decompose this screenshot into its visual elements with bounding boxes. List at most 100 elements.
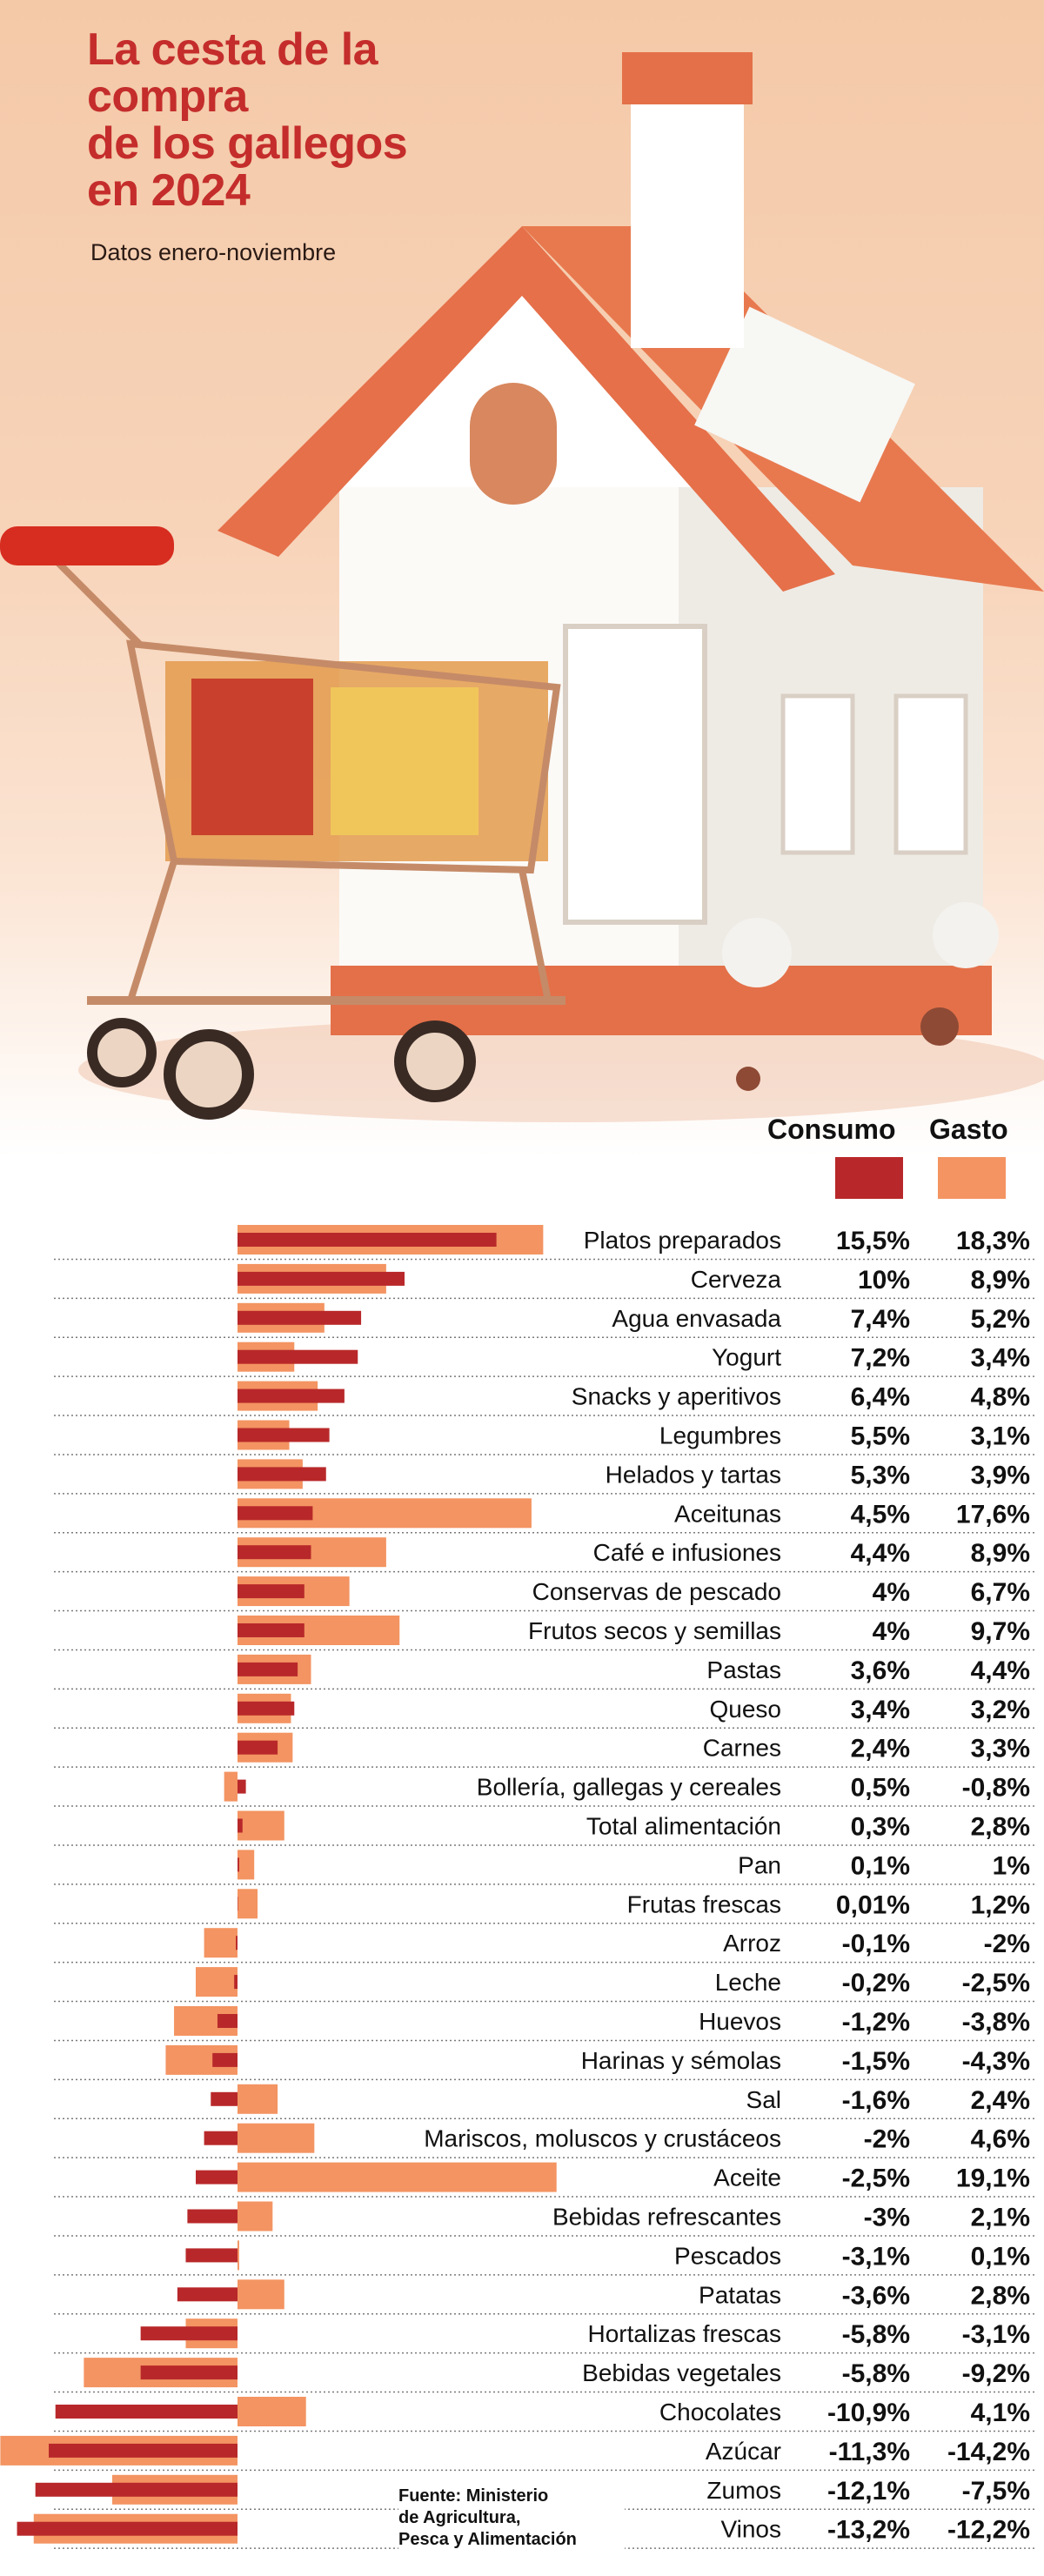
category-label: Frutas frescas <box>627 1890 781 1917</box>
value-label-consumo: 2,4% <box>851 1735 910 1763</box>
category-label: Chocolates <box>659 2399 781 2425</box>
bar-consumo <box>234 1975 238 1990</box>
value-label-gasto: 0,1% <box>971 2242 1030 2271</box>
value-label-gasto: -7,5% <box>962 2477 1030 2506</box>
bar-consumo <box>238 1388 345 1403</box>
value-label-consumo: -1,2% <box>842 2008 910 2037</box>
house-wheel <box>920 1007 959 1046</box>
category-label: Huevos <box>699 2008 781 2035</box>
floor-shadow <box>78 1018 1044 1122</box>
cart-wheel <box>164 1029 254 1120</box>
category-label: Aceite <box>713 2165 781 2191</box>
bar-gasto <box>238 1850 255 1880</box>
bar-consumo <box>35 2482 238 2497</box>
bar-gasto <box>238 2162 557 2192</box>
bar-consumo <box>238 1740 278 1755</box>
value-label-gasto: 18,3% <box>956 1227 1030 1255</box>
category-label: Legumbres <box>659 1422 781 1449</box>
value-label-consumo: -11,3% <box>829 2438 910 2466</box>
value-label-gasto: 1,2% <box>971 1890 1030 1919</box>
house-and-cart-illustration <box>0 52 1044 1122</box>
bar-gasto <box>196 1967 238 1997</box>
value-label-consumo: -5,8% <box>842 2359 910 2388</box>
shrub <box>933 902 999 968</box>
shrub <box>722 918 792 987</box>
bar-consumo <box>217 2014 238 2028</box>
bar-gasto <box>238 2084 278 2114</box>
bar-gasto <box>238 2201 273 2231</box>
value-label-consumo: -0,2% <box>842 1969 910 1997</box>
legend-label-consumo: Consumo <box>767 1114 896 1145</box>
value-label-consumo: -5,8% <box>842 2320 910 2349</box>
value-label-consumo: -13,2% <box>827 2516 910 2545</box>
value-label-consumo: 0,01% <box>836 1890 910 1919</box>
value-label-consumo: 0,1% <box>851 1851 910 1880</box>
value-label-gasto: -3,8% <box>962 2008 1030 2037</box>
value-label-gasto: 2,8% <box>971 2281 1030 2310</box>
bar-consumo <box>238 1506 313 1521</box>
value-label-consumo: 5,3% <box>851 1461 910 1489</box>
value-label-gasto: -12,2% <box>947 2516 1030 2545</box>
bar-consumo <box>238 1349 358 1364</box>
value-label-gasto: 5,2% <box>971 1305 1030 1334</box>
value-label-gasto: -0,8% <box>962 1774 1030 1803</box>
category-label: Frutos secos y semillas <box>528 1617 781 1644</box>
value-label-gasto: 6,7% <box>971 1578 1030 1607</box>
category-label: Zumos <box>706 2477 781 2504</box>
bar-consumo <box>238 1310 362 1325</box>
value-label-gasto: 8,9% <box>971 1266 1030 1295</box>
bar-gasto <box>238 2240 239 2271</box>
bar-consumo <box>236 1936 238 1950</box>
bar-consumo <box>238 1233 497 1247</box>
category-label: Aceitunas <box>674 1500 781 1527</box>
bar-consumo <box>238 1545 311 1560</box>
subtitle: Datos enero-noviembre <box>90 239 337 265</box>
bar-consumo <box>238 1779 246 1794</box>
value-label-consumo: -2% <box>864 2125 910 2154</box>
bar-consumo <box>238 1662 298 1676</box>
bar-consumo <box>204 2131 238 2145</box>
bar-consumo <box>17 2521 238 2536</box>
value-label-gasto: 2,4% <box>971 2086 1030 2115</box>
value-label-consumo: 4% <box>873 1578 910 1607</box>
bar-consumo <box>140 2365 238 2380</box>
shopping-cart-icon <box>0 526 566 1120</box>
value-label-gasto: 17,6% <box>956 1500 1030 1529</box>
value-label-gasto: 3,3% <box>971 1735 1030 1763</box>
value-label-gasto: 4,8% <box>971 1383 1030 1412</box>
bar-consumo <box>238 1857 239 1872</box>
category-label: Vinos <box>720 2516 781 2543</box>
title-line: compra <box>87 71 248 122</box>
bar-gasto <box>224 1771 238 1802</box>
category-label: Arroz <box>723 1930 781 1957</box>
category-label: Pescados <box>674 2242 781 2269</box>
house-wheel <box>736 1067 760 1091</box>
bar-consumo <box>238 1701 295 1716</box>
title-line: de los gallegos <box>87 118 408 169</box>
value-label-gasto: 19,1% <box>956 2165 1030 2193</box>
value-label-consumo: 0,5% <box>851 1774 910 1803</box>
bar-consumo <box>187 2209 238 2224</box>
value-label-gasto: 2,8% <box>971 1813 1030 1842</box>
legend-label-gasto: Gasto <box>929 1114 1008 1145</box>
cart-wheel <box>87 1018 157 1087</box>
value-label-consumo: 7,4% <box>851 1305 910 1334</box>
bar-chart: Platos preparados 15,5% 18,3% Cerveza 10% 8,9… <box>0 1225 1035 2549</box>
value-label-consumo: 4% <box>873 1617 910 1646</box>
value-label-consumo: -2,5% <box>842 2165 910 2193</box>
bar-consumo <box>177 2287 238 2302</box>
category-label: Agua envasada <box>612 1305 781 1332</box>
value-label-gasto: -9,2% <box>962 2359 1030 2388</box>
value-label-consumo: -1,6% <box>842 2086 910 2115</box>
value-label-consumo: 0,3% <box>851 1813 910 1842</box>
value-label-consumo: -3,1% <box>842 2242 910 2271</box>
bar-gasto <box>238 2279 284 2310</box>
category-label: Hortalizas frescas <box>587 2320 781 2347</box>
bar-consumo <box>140 2326 238 2341</box>
category-label: Snacks y aperitivos <box>572 1383 781 1410</box>
category-label: Queso <box>710 1696 782 1723</box>
category-label: Platos preparados <box>584 1227 781 1254</box>
value-label-gasto: -4,3% <box>962 2047 1030 2076</box>
category-label: Mariscos, moluscos y crustáceos <box>424 2125 781 2152</box>
bar-gasto <box>238 1810 284 1841</box>
